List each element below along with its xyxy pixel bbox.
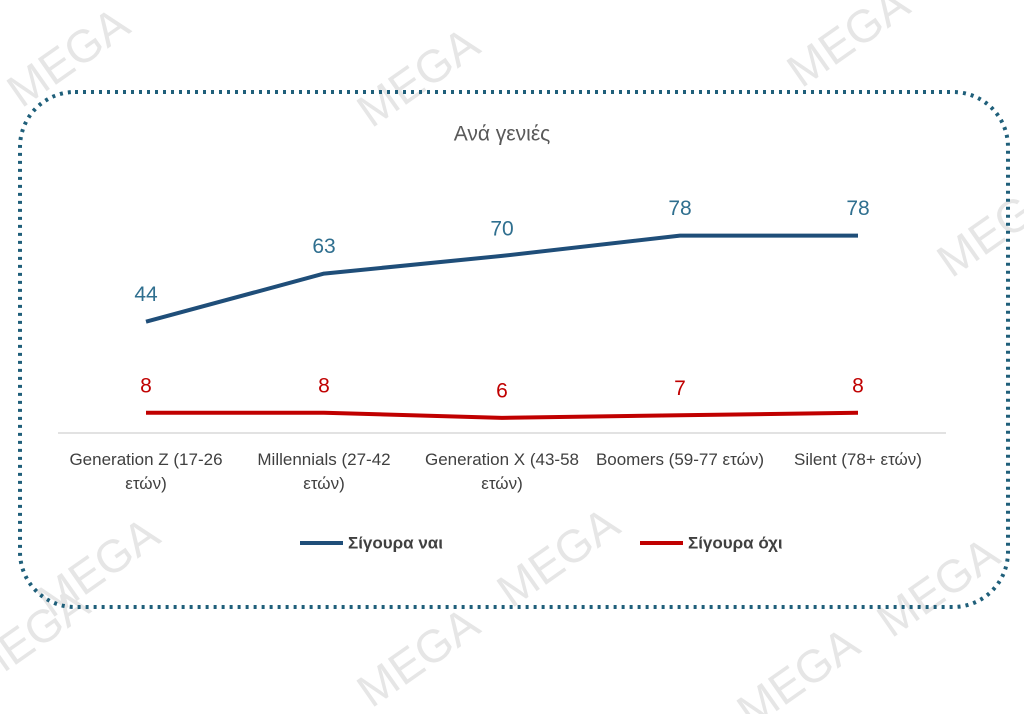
- data-label: 63: [312, 235, 335, 258]
- data-label: 78: [668, 197, 691, 220]
- watermark: MEGA: [727, 617, 868, 714]
- x-tick-label: Silent (78+ ετών): [794, 450, 922, 469]
- x-tick-label: Boomers (59-77 ετών): [595, 450, 765, 469]
- data-label: 8: [318, 374, 330, 397]
- data-label: 70: [490, 217, 513, 240]
- watermark: MEGA: [867, 527, 1008, 647]
- watermark: MEGA: [777, 0, 918, 97]
- watermark: MEGA: [0, 0, 138, 117]
- series-line: [145, 233, 858, 324]
- data-label: 8: [852, 374, 864, 397]
- legend-label: Σίγουρα ναι: [348, 533, 443, 552]
- watermark: MEGA: [347, 597, 488, 714]
- series-line: [146, 410, 859, 420]
- x-tick-label: Generation Z (17-26 ετών): [69, 450, 223, 493]
- watermark: MEGA: [347, 17, 488, 137]
- data-label: 44: [134, 283, 158, 306]
- legend-label: Σίγουρα όχι: [688, 533, 783, 552]
- data-label: 78: [846, 197, 869, 220]
- watermark: MEGA: [487, 497, 628, 617]
- data-label: 6: [496, 379, 508, 402]
- x-tick-label: Millennials (27-42 ετών): [257, 450, 391, 493]
- data-label: 7: [674, 377, 686, 400]
- frame: [18, 90, 1010, 609]
- x-tick-label: Generation X (43-58 ετών): [424, 450, 580, 493]
- data-label: 8: [140, 374, 152, 397]
- chart-title: Ανά γενιές: [454, 123, 551, 146]
